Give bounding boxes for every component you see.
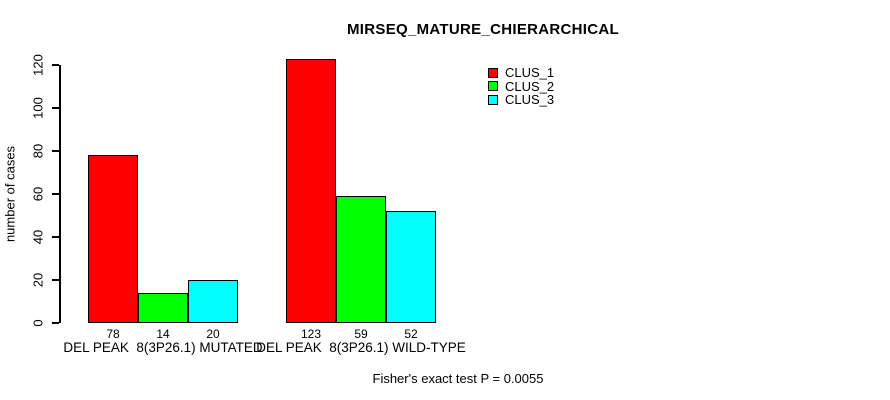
y-tick-label: 80	[30, 143, 46, 159]
bar-value-label: 52	[404, 327, 418, 341]
bar-value-label: 78	[106, 327, 120, 341]
bar-clus_3-group1	[188, 280, 238, 323]
legend-item-clus_2: CLUS_2	[488, 78, 555, 94]
bar-clus_2-group2	[336, 196, 386, 323]
y-axis-label: number of cases	[2, 145, 18, 243]
y-tick-label: 0	[30, 319, 46, 327]
legend-label: CLUS_1	[505, 65, 555, 81]
y-tick-mark	[52, 107, 59, 109]
legend-swatch-icon	[488, 94, 498, 105]
bar-value-label: 59	[354, 327, 368, 341]
y-axis-line	[59, 65, 61, 323]
y-tick-mark	[52, 236, 59, 238]
bar-value-label: 14	[156, 327, 170, 341]
legend-label: CLUS_3	[505, 92, 555, 108]
chart-title: MIRSEQ_MATURE_CHIERARCHICAL	[347, 21, 619, 38]
bar-clus_1-group1	[88, 155, 138, 323]
legend: CLUS_1 CLUS_2 CLUS_3	[488, 65, 555, 108]
legend-item-clus_3: CLUS_3	[488, 92, 555, 108]
y-tick-label: 60	[30, 186, 46, 202]
y-tick-label: 100	[30, 97, 46, 119]
bar-value-label: 20	[206, 327, 220, 341]
bar-clus_2-group1	[138, 292, 188, 323]
legend-swatch-icon	[488, 81, 498, 92]
bar-clus_3-group2	[386, 211, 436, 323]
y-tick-mark	[52, 150, 59, 152]
legend-label: CLUS_2	[505, 78, 555, 94]
y-tick-label: 20	[30, 272, 46, 288]
y-tick-label: 40	[30, 229, 46, 245]
y-tick-mark	[52, 193, 59, 195]
y-tick-mark	[52, 322, 59, 324]
footer-annotation: Fisher's exact test P = 0.0055	[372, 371, 544, 386]
category-label-group1: DEL PEAK 8(3P26.1) MUTATED	[63, 340, 263, 355]
category-label-group2: DEL PEAK 8(3P26.1) WILD-TYPE	[256, 340, 466, 355]
bar-value-label: 123	[300, 327, 322, 341]
y-tick-label: 120	[30, 54, 46, 76]
legend-swatch-icon	[488, 67, 498, 78]
legend-item-clus_1: CLUS_1	[488, 65, 555, 81]
y-tick-mark	[52, 64, 59, 66]
y-tick-mark	[52, 279, 59, 281]
bar-clus_1-group2	[286, 58, 336, 323]
